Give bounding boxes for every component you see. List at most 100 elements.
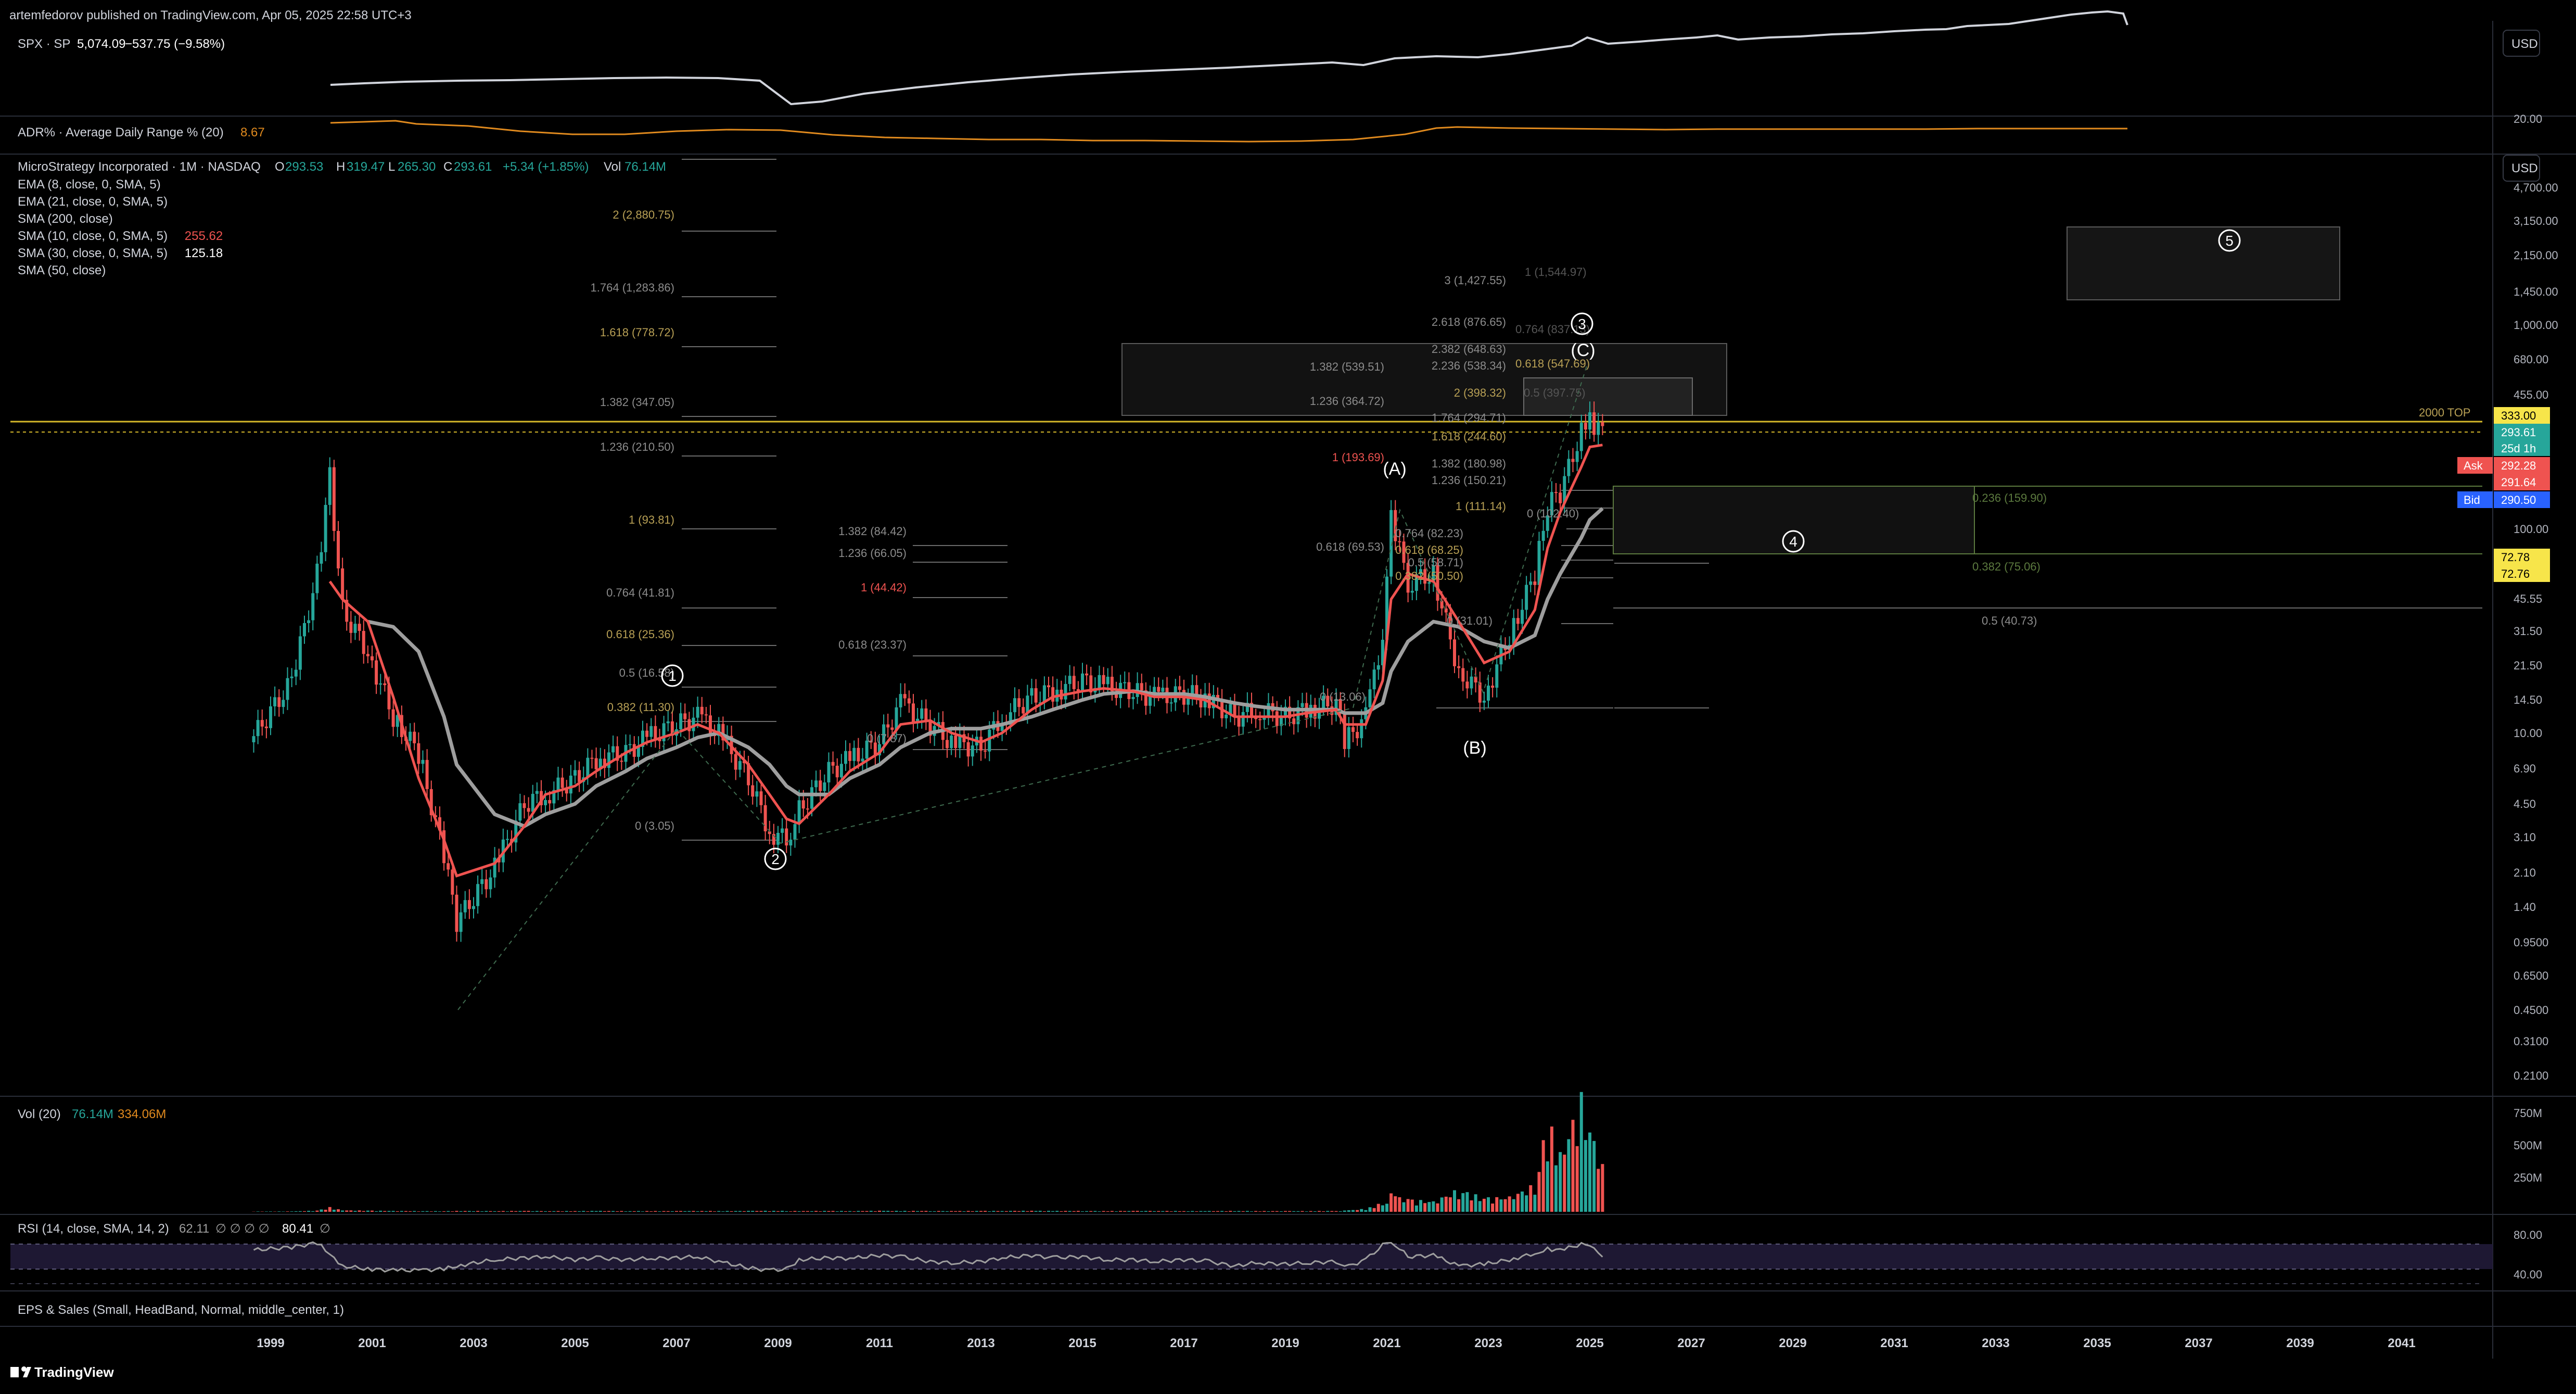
tag-low2 [2494,565,2550,582]
candle-body [1334,699,1338,715]
volume-bar [628,1211,632,1212]
volume-bar [1064,1211,1067,1212]
volume-bar [1076,1211,1080,1212]
volume-bar [1414,1205,1418,1212]
volume-bar [527,1211,530,1212]
candle-body [290,676,294,678]
indicator-label[interactable]: EMA (21, close, 0, SMA, 5) [18,195,168,209]
volume-bar [1140,1211,1143,1212]
target-box-wave5[interactable] [2067,226,2340,300]
candle-body [467,900,471,909]
volume-bar [590,1211,594,1212]
tv-logo-dot [21,1366,27,1372]
price-axis-tick: 1.40 [2514,901,2536,914]
volume-bar [1178,1211,1181,1212]
indicator-label[interactable]: SMA (200, close) [18,212,113,226]
candle-body [755,791,759,797]
volume-bar [1288,1211,1292,1212]
ohlc-c-label: C [443,160,452,174]
time-axis[interactable]: 1999 2001 2003 2005 2007 2009 2011 2013 2015 2017… [257,1336,2415,1350]
candle-body [616,746,619,761]
volume-bar [992,1211,996,1212]
price-axis-tick: 3,150.00 [2514,214,2558,227]
indicator-label[interactable]: EMA (8, close, 0, SMA, 5) [18,178,161,192]
candle-body [1567,459,1571,476]
candle-body [1237,716,1241,727]
indicator-label[interactable]: SMA (50, close) [18,263,106,277]
volume-bar [624,1211,628,1212]
spx-price: 5,074.09 [77,37,125,51]
fib-label-left: 0.618 (25.36) [606,628,674,641]
indicator-label[interactable]: SMA (10, close, 0, SMA, 5) [18,229,168,243]
spx-currency-box [2503,30,2540,57]
price-axis-tick: 4,700.00 [2514,181,2558,194]
candle-body [772,834,775,845]
volume-bar [683,1211,687,1212]
candle-body [1140,683,1143,691]
price-axis-tick: 0.3100 [2514,1035,2548,1048]
spx-symbol[interactable]: SPX · SP [18,37,70,51]
volume-bar [620,1211,623,1212]
candle-body [916,718,920,723]
volume-bar [1394,1196,1397,1212]
volume-bar [371,1210,374,1212]
candle-body [1081,673,1084,691]
volume-bar [476,1211,480,1212]
volume-bar [696,1211,699,1212]
main-title[interactable]: MicroStrategy Incorporated · 1M · NASDAQ [18,160,261,174]
volume-bar [510,1211,514,1212]
fib-lines[interactable] [682,159,1709,841]
candle-body [1465,681,1469,689]
volume-bar [1330,1211,1334,1212]
volume-bar [332,1209,336,1212]
volume-bar [1338,1211,1342,1212]
candle-body [535,791,539,794]
price-axis[interactable]: 4,700.00 3,150.00 2,150.00 1,450.00 1,000.00… [2514,181,2558,1082]
volume-bar [497,1211,501,1212]
volume-bar [912,1211,915,1212]
candle-body [506,839,509,840]
candle-body [776,832,780,845]
candle-body [332,467,336,531]
volume-bar [844,1211,847,1212]
tag-bid-text: 290.50 [2501,493,2536,506]
candle-body [865,740,869,759]
candle-body [1017,698,1021,707]
indicator-label[interactable]: SMA (30, close, 0, SMA, 5) [18,246,168,260]
target-box-wave4[interactable] [1613,486,1975,554]
candle-body [683,713,687,719]
spx-currency[interactable]: USD [2511,37,2538,51]
time-axis-tick: 2035 [2083,1336,2111,1350]
adr-label: ADR% · Average Daily Range % (20) [18,125,224,140]
volume-bar [387,1211,391,1212]
volume-bar [413,1211,416,1212]
volume-bar [649,1211,653,1212]
volume-bar [442,1211,446,1212]
volume-bar [848,1211,852,1212]
candle-body [759,791,763,805]
volume-bar [1275,1211,1279,1212]
main-currency[interactable]: USD [2511,161,2538,175]
candle-body [459,912,463,932]
candle-body [1597,422,1600,435]
volume-value1: 76.14M [72,1107,113,1121]
candle-body [1258,719,1262,720]
price-axis-tick: 100.00 [2514,523,2548,536]
wave-4-label: 4 [1789,534,1797,550]
rsi-empty2: ∅ [320,1222,330,1236]
volume-bar [1482,1198,1486,1212]
rsi-empties: ∅ ∅ ∅ ∅ [215,1222,270,1236]
volume-bar [933,1211,936,1212]
candle-body [383,683,387,686]
volume-bar [772,1211,775,1212]
tag-low1 [2494,549,2550,565]
tradingview-logo[interactable]: TradingView [10,1364,114,1380]
volume-bar [607,1211,610,1212]
candle-body [797,800,801,825]
candle-body [269,706,272,728]
candle-body [1089,675,1093,693]
target-box-c-inner[interactable] [1523,377,1693,416]
wave-2-circle [764,847,787,870]
volume-bar [294,1211,298,1212]
